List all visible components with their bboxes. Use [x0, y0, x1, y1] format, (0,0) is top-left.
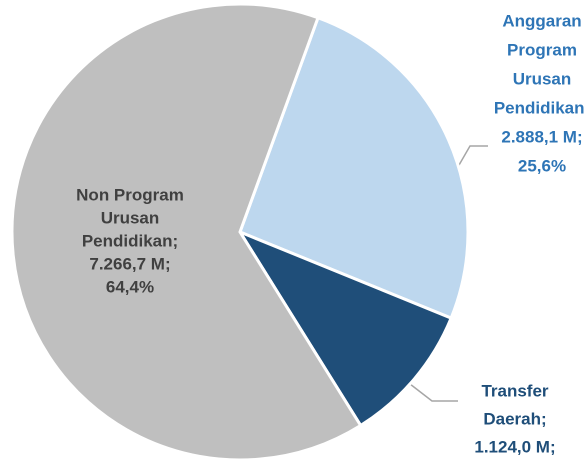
slice-label: 2.888,1 M;: [501, 127, 582, 146]
leader-line: [409, 383, 458, 402]
slice-label: Non Program: [76, 185, 184, 204]
slice-label: Transfer: [481, 381, 548, 400]
slice-label: Pendidikan;: [494, 98, 586, 117]
slice-label: Program: [507, 40, 577, 59]
pie-slice: [10, 2, 363, 462]
slice-label: 1.124,0 M;: [474, 437, 555, 456]
pie-slice: [236, 228, 454, 428]
slice-label: Daerah;: [483, 409, 546, 428]
pie-slice: [238, 15, 470, 321]
slice-label: 7.266,7 M;: [89, 254, 170, 273]
slices: [10, 2, 470, 462]
slice-label: 64,4%: [106, 277, 154, 296]
slice-label: Pendidikan;: [82, 231, 178, 250]
leader-line: [454, 145, 488, 173]
labels: Anggaran Program Urusan Pendidikan; 2.888,1 …: [76, 11, 586, 456]
slice-label: 25,6%: [518, 156, 566, 175]
slice-label: Anggaran: [502, 11, 581, 30]
slice-label: Urusan: [101, 208, 160, 227]
slice-label: Urusan: [513, 69, 572, 88]
